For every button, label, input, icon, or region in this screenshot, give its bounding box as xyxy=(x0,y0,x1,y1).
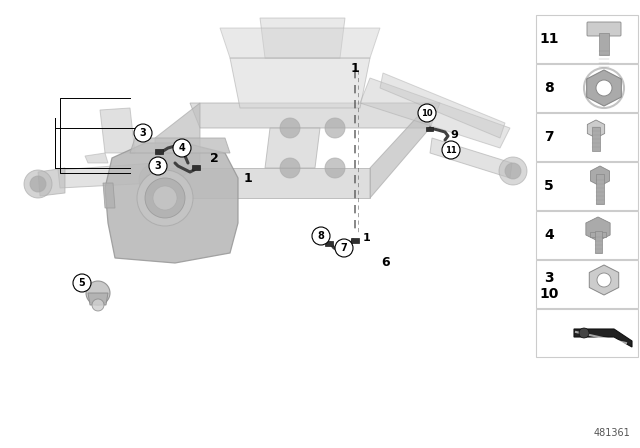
Bar xyxy=(536,64,638,112)
Circle shape xyxy=(280,158,300,178)
Polygon shape xyxy=(588,120,605,138)
Circle shape xyxy=(30,176,46,192)
Text: 10: 10 xyxy=(421,108,433,117)
Polygon shape xyxy=(88,293,108,305)
Bar xyxy=(536,162,638,210)
Circle shape xyxy=(86,281,110,305)
Polygon shape xyxy=(130,138,230,153)
Circle shape xyxy=(505,163,521,179)
Text: 8: 8 xyxy=(544,81,554,95)
Text: 2: 2 xyxy=(210,151,218,164)
Polygon shape xyxy=(190,103,440,128)
Circle shape xyxy=(325,118,345,138)
Bar xyxy=(536,113,638,161)
Bar xyxy=(595,231,602,253)
Polygon shape xyxy=(85,153,108,163)
Polygon shape xyxy=(100,108,135,153)
Polygon shape xyxy=(589,265,619,295)
Circle shape xyxy=(596,80,612,96)
Bar xyxy=(192,165,200,170)
Polygon shape xyxy=(38,168,65,196)
Bar xyxy=(536,309,638,357)
Text: 1: 1 xyxy=(244,172,252,185)
Bar xyxy=(596,174,604,204)
Bar xyxy=(592,127,600,151)
Circle shape xyxy=(335,239,353,257)
Circle shape xyxy=(280,118,300,138)
Bar xyxy=(536,15,638,63)
Bar xyxy=(599,33,609,55)
Circle shape xyxy=(418,104,436,122)
Text: 10: 10 xyxy=(540,287,559,301)
Polygon shape xyxy=(265,128,320,168)
Text: 7: 7 xyxy=(544,130,554,144)
Polygon shape xyxy=(380,73,505,138)
Circle shape xyxy=(24,170,52,198)
Circle shape xyxy=(173,139,191,157)
Text: 3: 3 xyxy=(140,128,147,138)
Circle shape xyxy=(73,274,91,292)
Polygon shape xyxy=(58,163,155,188)
Circle shape xyxy=(597,273,611,287)
Polygon shape xyxy=(591,166,609,186)
Text: 3: 3 xyxy=(155,161,161,171)
Circle shape xyxy=(145,178,185,218)
Circle shape xyxy=(579,328,589,338)
Polygon shape xyxy=(430,138,512,178)
Text: 481361: 481361 xyxy=(593,428,630,438)
Text: 5: 5 xyxy=(79,278,85,288)
Bar xyxy=(351,238,359,243)
Text: 11: 11 xyxy=(445,146,457,155)
Polygon shape xyxy=(155,103,200,198)
Text: 11: 11 xyxy=(540,32,559,46)
Circle shape xyxy=(134,124,152,142)
Circle shape xyxy=(312,227,330,245)
Text: 3: 3 xyxy=(544,271,554,285)
Polygon shape xyxy=(155,168,370,198)
Text: 8: 8 xyxy=(317,231,324,241)
Circle shape xyxy=(137,170,193,226)
Polygon shape xyxy=(587,70,621,106)
Polygon shape xyxy=(230,58,370,108)
Bar xyxy=(426,127,433,131)
Circle shape xyxy=(149,157,167,175)
FancyBboxPatch shape xyxy=(587,22,621,36)
Bar xyxy=(325,241,333,246)
Bar xyxy=(155,149,163,154)
Bar xyxy=(536,211,638,259)
Text: 1: 1 xyxy=(363,233,371,243)
Polygon shape xyxy=(586,217,610,241)
Text: 5: 5 xyxy=(544,179,554,193)
Polygon shape xyxy=(370,103,430,198)
Text: 4: 4 xyxy=(544,228,554,242)
Bar xyxy=(536,260,638,308)
Polygon shape xyxy=(360,78,510,148)
Circle shape xyxy=(442,141,460,159)
Text: 4: 4 xyxy=(179,143,186,153)
Text: 9: 9 xyxy=(450,130,458,140)
Circle shape xyxy=(325,158,345,178)
Circle shape xyxy=(139,164,171,196)
Circle shape xyxy=(499,157,527,185)
Circle shape xyxy=(153,186,177,210)
Polygon shape xyxy=(105,143,238,263)
Text: 6: 6 xyxy=(381,257,390,270)
Text: 1: 1 xyxy=(351,61,360,74)
Circle shape xyxy=(146,171,164,189)
Bar xyxy=(590,232,606,237)
Polygon shape xyxy=(260,18,345,58)
Circle shape xyxy=(92,299,104,311)
Polygon shape xyxy=(574,329,632,347)
Polygon shape xyxy=(103,183,115,208)
Polygon shape xyxy=(220,28,380,58)
Text: 7: 7 xyxy=(340,243,348,253)
